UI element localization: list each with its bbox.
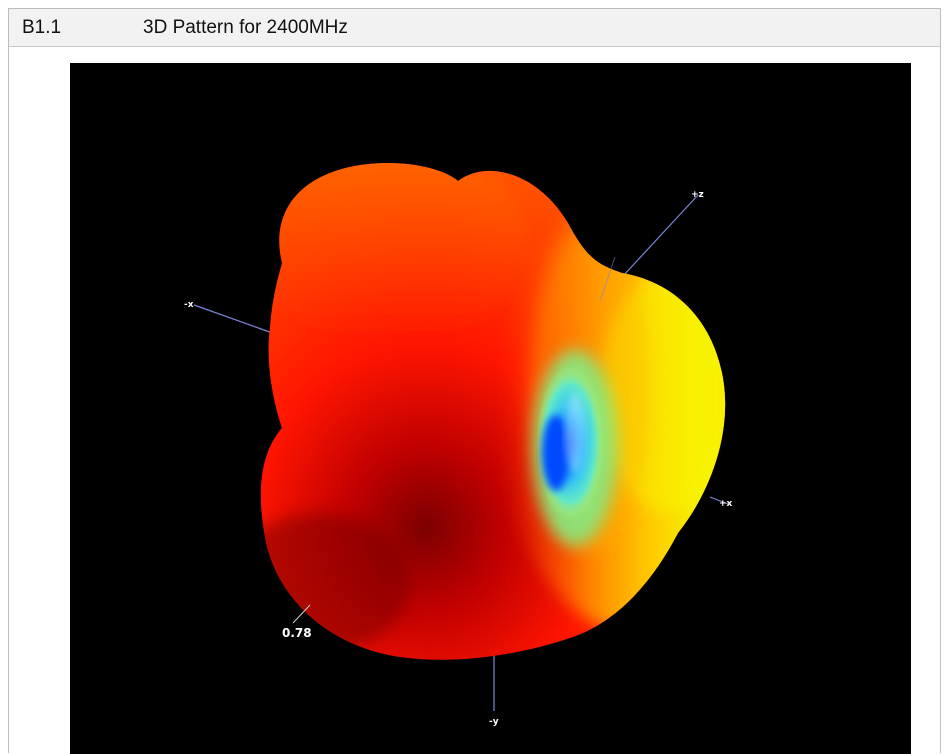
y-axis-label: -y [489,717,499,727]
section-title: 3D Pattern for 2400MHz [143,17,348,38]
figure-frame: B1.1 3D Pattern for 2400MHz [8,8,941,754]
pos-x-axis-line [709,496,729,505]
pos-x-axis-label: +x [719,499,733,509]
neg-x-axis-line [193,304,279,336]
z-axis-label: +z [691,190,704,200]
section-number: B1.1 [22,17,62,38]
scale-tick-line [292,604,311,624]
scale-value-label: 0.78 [282,626,312,640]
pattern-svg: +z -x +x -y 0.78 [184,162,733,727]
neg-x-axis-label: -x [184,300,194,310]
figure-header: B1.1 3D Pattern for 2400MHz [9,9,940,47]
z-axis-front-line [599,256,616,302]
radiation-pattern-body [260,162,726,660]
3d-pattern-plot: +z -x +x -y 0.78 [70,63,911,754]
